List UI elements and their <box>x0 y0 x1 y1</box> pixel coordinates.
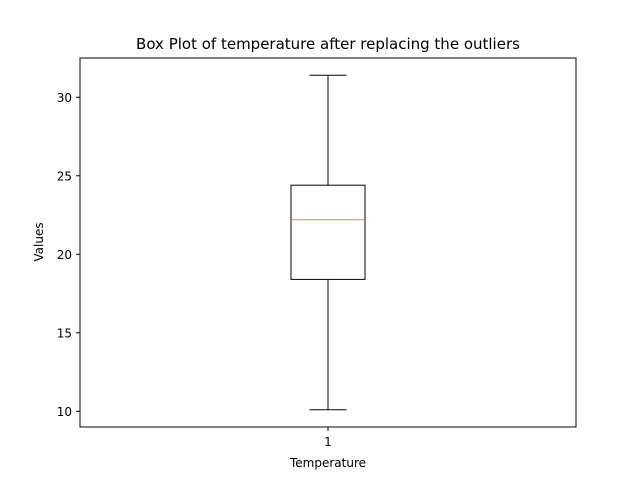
chart-title: Box Plot of temperature after replacing … <box>136 35 520 53</box>
y-tick-label: 15 <box>57 326 72 340</box>
y-tick-label: 25 <box>57 169 72 183</box>
y-tick-label: 10 <box>57 405 72 419</box>
y-axis-ticks: 10 15 20 25 30 <box>57 91 80 419</box>
box-iqr <box>290 184 366 280</box>
x-axis-label: Temperature <box>289 456 366 470</box>
box-group <box>290 74 366 411</box>
x-tick-label: 1 <box>324 435 332 449</box>
y-tick-label: 30 <box>57 91 72 105</box>
x-axis-ticks: 1 <box>324 427 332 449</box>
y-axis-label: Values <box>32 222 46 261</box>
y-tick-label: 20 <box>57 248 72 262</box>
